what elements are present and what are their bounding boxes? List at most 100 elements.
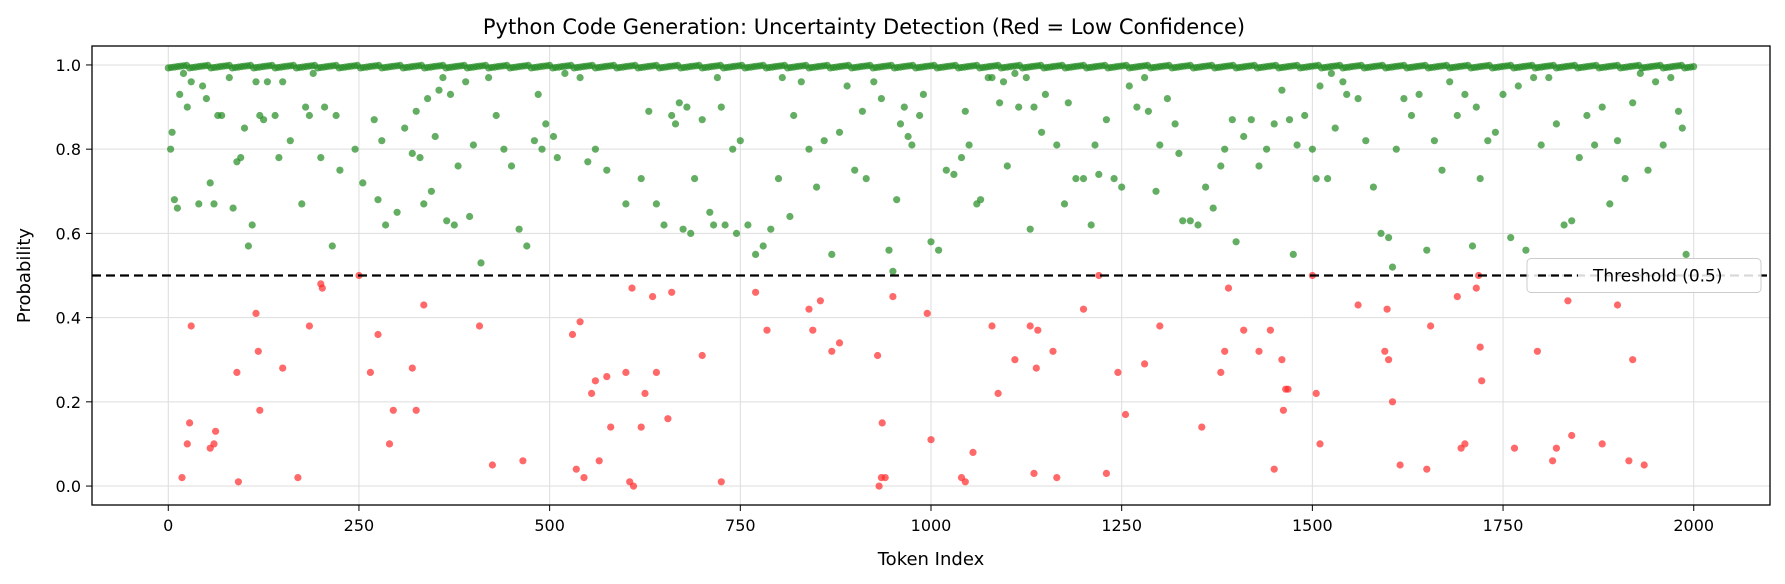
scatter-point	[809, 326, 817, 334]
y-tick-label: 0.6	[56, 224, 81, 243]
scatter-point	[1095, 170, 1103, 178]
scatter-point	[935, 246, 943, 254]
scatter-point	[170, 196, 178, 204]
scatter-point	[1362, 137, 1370, 145]
scatter-point	[1255, 162, 1263, 170]
scatter-point	[835, 128, 844, 136]
scatter-point	[408, 364, 416, 372]
scatter-point	[1026, 322, 1034, 330]
scatter-point	[1331, 124, 1339, 132]
scatter-point	[1392, 145, 1400, 153]
scatter-point	[942, 166, 950, 174]
scatter-point	[450, 221, 458, 229]
scatter-point	[713, 74, 722, 82]
scatter-point	[454, 162, 462, 170]
scatter-point	[1453, 111, 1461, 120]
scatter-point	[254, 347, 262, 355]
scatter-point	[1279, 406, 1287, 414]
scatter-point	[813, 183, 821, 191]
scatter-point	[1674, 107, 1683, 115]
scatter-point	[919, 90, 928, 98]
scatter-point	[744, 221, 752, 229]
scatter-point	[1312, 389, 1320, 397]
scatter-point	[652, 200, 661, 208]
scatter-point	[790, 111, 798, 120]
scatter-point	[234, 478, 242, 486]
scatter-point	[1198, 423, 1206, 431]
scatter-point	[763, 326, 771, 334]
scatter-point	[1278, 86, 1286, 94]
scatter-point	[1381, 347, 1389, 355]
scatter-point	[786, 212, 794, 221]
x-tick-label: 2000	[1673, 516, 1714, 535]
scatter-point	[797, 78, 805, 86]
scatter-point	[336, 166, 344, 174]
scatter-point	[1053, 141, 1061, 149]
scatter-point	[1507, 234, 1515, 242]
scatter-point	[523, 242, 531, 250]
scatter-point	[1312, 175, 1320, 183]
y-axis-label: Probability	[14, 228, 35, 323]
scatter-point	[1141, 360, 1149, 368]
scatter-point	[305, 322, 313, 330]
scatter-point	[443, 217, 451, 225]
scatter-point	[1247, 116, 1255, 124]
scatter-point	[1468, 242, 1477, 250]
scatter-point	[302, 103, 310, 111]
scatter-point	[1175, 149, 1183, 157]
scatter-point	[1194, 221, 1202, 229]
scatter-point	[843, 82, 851, 90]
scatter-point	[1629, 99, 1637, 107]
scatter-point	[1438, 166, 1446, 174]
scatter-point	[1636, 69, 1644, 77]
scatter-point	[187, 78, 195, 86]
scatter-point	[1141, 74, 1149, 82]
scatter-point	[530, 137, 539, 145]
scatter-point	[805, 145, 813, 153]
scatter-point	[1461, 440, 1469, 448]
scatter-point	[1284, 385, 1292, 393]
scatter-point	[1032, 364, 1040, 372]
scatter-point	[229, 204, 237, 212]
scatter-point	[1423, 465, 1431, 473]
scatter-point	[1476, 175, 1484, 183]
scatter-point	[1522, 246, 1530, 254]
scatter-point	[1095, 271, 1103, 280]
scatter-point	[580, 474, 588, 482]
scatter-point	[263, 78, 271, 86]
scatter-point	[1354, 301, 1362, 309]
scatter-point	[1652, 78, 1660, 86]
scatter-point	[1293, 141, 1301, 149]
scatter-point	[1221, 347, 1229, 355]
scatter-point	[351, 145, 359, 153]
scatter-point	[332, 111, 340, 120]
scatter-point	[1026, 225, 1034, 233]
scatter-point	[466, 212, 474, 221]
scatter-point	[1224, 284, 1233, 292]
scatter-point	[1659, 141, 1667, 149]
scatter-point	[767, 225, 775, 233]
x-tick-label: 1250	[1101, 516, 1142, 535]
scatter-point	[412, 107, 420, 115]
scatter-point	[210, 200, 218, 208]
scatter-point	[1613, 137, 1622, 145]
scatter-point	[1324, 175, 1332, 183]
scatter-point	[1568, 217, 1576, 225]
scatter-point	[446, 90, 455, 98]
scatter-point	[252, 78, 260, 86]
scatter-point	[1179, 217, 1187, 225]
x-axis-label: Token Index	[877, 549, 985, 570]
scatter-point	[1263, 145, 1271, 153]
scatter-point	[305, 111, 313, 120]
scatter-point	[549, 132, 558, 141]
scatter-point	[1221, 145, 1229, 153]
scatter-point	[260, 116, 268, 124]
axis-ticks: 0 250 500 750 1000 1250 1500 1750 2000 0.0 0.2 0.4 0…	[56, 56, 1715, 535]
scatter-point	[870, 78, 878, 86]
scatter-point	[820, 137, 828, 145]
scatter-point	[1491, 128, 1499, 136]
scatter-point	[1510, 444, 1519, 452]
scatter-point	[591, 145, 600, 153]
scatter-point	[893, 196, 901, 204]
